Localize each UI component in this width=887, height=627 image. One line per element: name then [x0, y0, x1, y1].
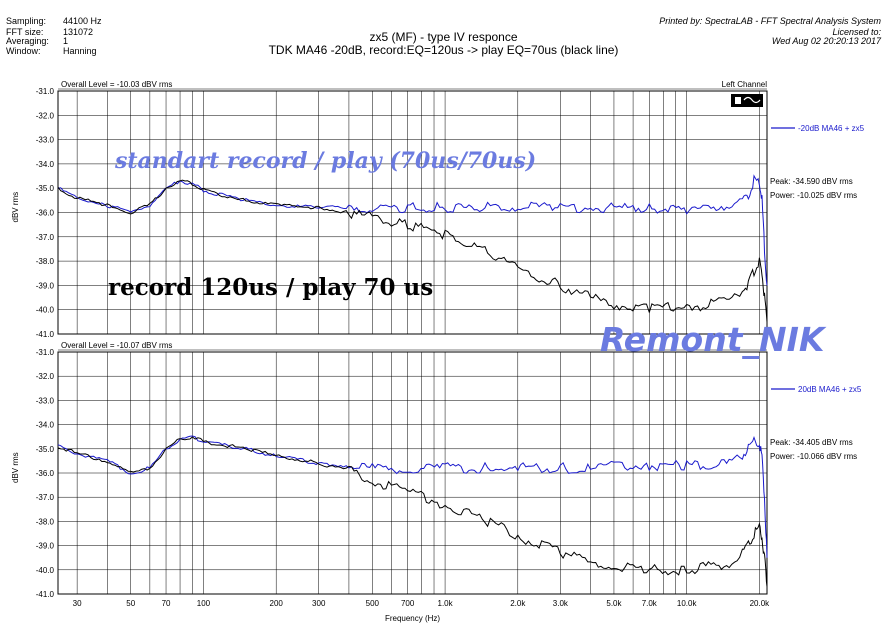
- chart-subtitle: TDK MA46 -20dB, record:EQ=120us -> play …: [268, 43, 619, 57]
- y-tick-label: -33.0: [36, 136, 55, 145]
- x-tick-label: 300: [312, 599, 326, 608]
- y-tick-label: -36.0: [36, 209, 55, 218]
- annotation-standard: standart record / play (70us/70us): [114, 148, 536, 174]
- y-tick-label: -36.0: [36, 469, 55, 478]
- y-tick-label: -32.0: [36, 111, 55, 120]
- y-tick-label: -38.0: [36, 517, 55, 526]
- y-tick-label: -38.0: [36, 257, 55, 266]
- y-axis-label: dBV rms: [11, 452, 20, 483]
- y-tick-label: -40.0: [36, 306, 55, 315]
- y-tick-label: -37.0: [36, 233, 55, 242]
- y-tick-label: -37.0: [36, 493, 55, 502]
- timestamp: Wed Aug 02 20:20:13 2017: [771, 36, 881, 46]
- sampling-value: 44100 Hz: [63, 16, 102, 26]
- watermark: Remont_NIK: [600, 320, 827, 359]
- x-tick-label: 200: [270, 599, 284, 608]
- x-tick-label: 10.0k: [677, 599, 698, 608]
- overall-level: Overall Level = -10.03 dBV rms: [61, 80, 172, 89]
- overall-level: Overall Level = -10.07 dBV rms: [61, 341, 172, 350]
- channel-label: Left Channel: [722, 80, 768, 89]
- x-tick-label: 1.0k: [438, 599, 454, 608]
- series-line-blue: [57, 435, 768, 558]
- y-tick-label: -35.0: [36, 445, 55, 454]
- x-axis-label: Frequency (Hz): [385, 614, 440, 623]
- x-tick-label: 500: [366, 599, 380, 608]
- y-tick-label: -39.0: [36, 542, 55, 551]
- sampling-label: Sampling:: [6, 16, 47, 26]
- licensed-to: Licensed to:: [832, 27, 881, 37]
- annotation-record: record 120us / play 70 us: [108, 274, 433, 301]
- x-tick-label: 20.0k: [750, 599, 771, 608]
- window-value: Hanning: [63, 46, 97, 56]
- fft-size-value: 131072: [63, 27, 94, 37]
- window-label: Window:: [6, 46, 41, 56]
- panel-toolbar-icon: [731, 94, 763, 107]
- x-tick-label: 5.0k: [606, 599, 622, 608]
- y-tick-label: -40.0: [36, 566, 55, 575]
- chart-title: zx5 (MF) - type IV responce: [369, 30, 518, 44]
- x-tick-label: 30: [73, 599, 82, 608]
- peak-readout: Peak: -34.405 dBV rms: [770, 438, 853, 447]
- toolbar-glyph: [735, 97, 741, 104]
- legend-label: -20dB MA46 + zx5: [798, 124, 865, 133]
- x-tick-label: 100: [197, 599, 211, 608]
- y-tick-label: -33.0: [36, 396, 55, 405]
- y-tick-label: -41.0: [36, 590, 55, 599]
- power-readout: Power: -10.066 dBV rms: [770, 452, 857, 461]
- x-tick-label: 2.0k: [510, 599, 526, 608]
- y-tick-label: -31.0: [36, 87, 55, 96]
- x-tick-label: 50: [126, 599, 135, 608]
- x-tick-label: 700: [401, 599, 415, 608]
- series-line-black: [57, 179, 768, 322]
- x-tick-label: 3.0k: [553, 599, 569, 608]
- series-line-blue: [57, 174, 768, 286]
- averaging-label: Averaging:: [6, 36, 49, 46]
- y-tick-label: -31.0: [36, 348, 55, 357]
- x-tick-label: 70: [162, 599, 171, 608]
- y-tick-label: -32.0: [36, 372, 55, 381]
- series-line-black: [57, 436, 768, 587]
- y-tick-label: -39.0: [36, 281, 55, 290]
- fft-size-label: FFT size:: [6, 27, 44, 37]
- y-tick-label: -34.0: [36, 421, 55, 430]
- y-tick-label: -41.0: [36, 330, 55, 339]
- power-readout: Power: -10.025 dBV rms: [770, 191, 857, 200]
- printed-by: Printed by: SpectraLAB - FFT Spectral An…: [659, 16, 881, 26]
- averaging-value: 1: [63, 36, 69, 46]
- y-tick-label: -34.0: [36, 160, 55, 169]
- x-tick-label: 7.0k: [642, 599, 658, 608]
- y-axis-label: dBV rms: [11, 192, 20, 223]
- legend-label: 20dB MA46 + zx5: [798, 385, 862, 394]
- y-tick-label: -35.0: [36, 184, 55, 193]
- peak-readout: Peak: -34.590 dBV rms: [770, 177, 853, 186]
- wave-icon: [743, 96, 761, 104]
